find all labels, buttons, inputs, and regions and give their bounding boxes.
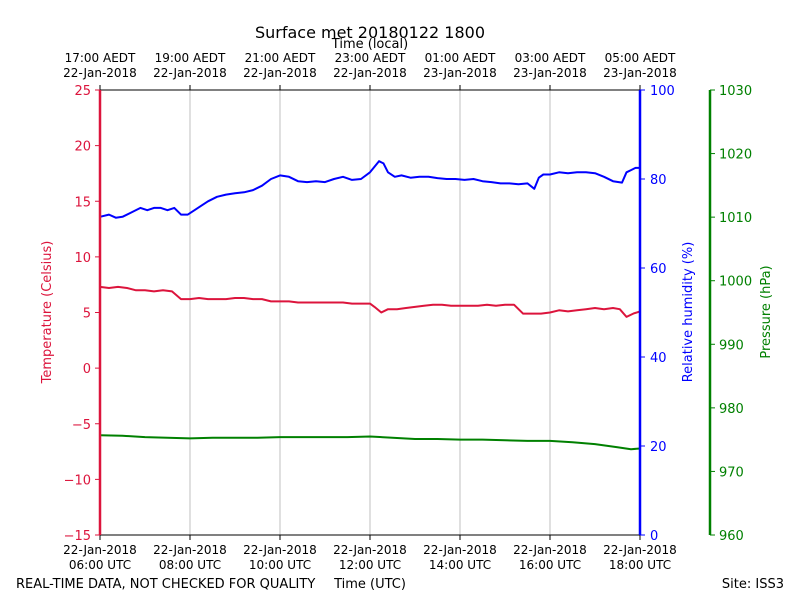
temperature-tick-label: −15	[64, 529, 91, 544]
top-tick-label-time: 05:00 AEDT	[605, 51, 676, 65]
top-tick-label-time: 19:00 AEDT	[155, 51, 226, 65]
series-group	[99, 160, 641, 451]
pressure-axis-label: Pressure (hPa)	[759, 265, 774, 358]
x-tick-label-date: 22-Jan-2018	[243, 543, 317, 557]
top-tick-label-time: 17:00 AEDT	[65, 51, 136, 65]
top-tick-label-time: 21:00 AEDT	[245, 51, 316, 65]
pressure-tick-label: 970	[719, 465, 744, 480]
temperature-tick-label: −5	[72, 418, 91, 433]
humidity-tick-label: 100	[650, 84, 675, 99]
humidity-axis-label: Relative humidity (%)	[681, 242, 696, 383]
chart-title: Surface met 20180122 1800	[255, 23, 485, 42]
top-tick-label-date: 23-Jan-2018	[603, 66, 677, 80]
humidity-tick-label: 40	[650, 351, 667, 366]
top-tick-label-date: 22-Jan-2018	[153, 66, 227, 80]
pressure-tick-label: 980	[719, 402, 744, 417]
x-tick-label-date: 22-Jan-2018	[153, 543, 227, 557]
pressure-tick-label: 1020	[719, 148, 752, 163]
humidity-tick-label: 80	[650, 173, 667, 188]
top-tick-label-date: 23-Jan-2018	[423, 66, 497, 80]
x-axis-label: Time (UTC)	[333, 577, 406, 592]
x-tick-label-date: 22-Jan-2018	[63, 543, 137, 557]
site-label: Site: ISS3	[722, 577, 784, 592]
x-tick-label-time: 10:00 UTC	[249, 558, 311, 572]
pressure-tick-label: 1010	[719, 211, 752, 226]
temperature-tick-label: 25	[74, 84, 91, 99]
humidity-tick-label: 60	[650, 262, 667, 277]
x-tick-label-time: 12:00 UTC	[339, 558, 401, 572]
top-tick-label-time: 03:00 AEDT	[515, 51, 586, 65]
x-tick-label-time: 18:00 UTC	[609, 558, 671, 572]
quality-disclaimer: REAL-TIME DATA, NOT CHECKED FOR QUALITY	[16, 577, 315, 592]
pressure-tick-label: 990	[719, 338, 744, 353]
x-tick-label-date: 22-Jan-2018	[513, 543, 587, 557]
top-tick-label-date: 22-Jan-2018	[333, 66, 407, 80]
pressure-tick-label: 1000	[719, 275, 752, 290]
x-tick-label-date: 22-Jan-2018	[423, 543, 497, 557]
temperature-tick-label: 5	[83, 307, 91, 322]
x-tick-label-time: 16:00 UTC	[519, 558, 581, 572]
top-tick-label-date: 22-Jan-2018	[63, 66, 137, 80]
pressure-tick-label: 1030	[719, 84, 752, 99]
temperature-tick-label: 15	[74, 195, 91, 210]
top-tick-label-time: 23:00 AEDT	[335, 51, 406, 65]
humidity-tick-label: 20	[650, 440, 667, 455]
temperature-tick-label: 20	[74, 140, 91, 155]
x-tick-label-date: 22-Jan-2018	[603, 543, 677, 557]
temperature-axis-label: Temperature (Celsius)	[40, 241, 55, 385]
top-tick-label-date: 22-Jan-2018	[243, 66, 317, 80]
x-tick-label-time: 06:00 UTC	[69, 558, 131, 572]
temperature-series-line	[99, 285, 641, 318]
humidity-series-line	[99, 160, 640, 219]
temperature-tick-label: 0	[83, 362, 91, 377]
top-tick-label-time: 01:00 AEDT	[425, 51, 496, 65]
temperature-tick-label: −10	[64, 473, 91, 488]
humidity-tick-label: 0	[650, 529, 658, 544]
x-tick-label-time: 14:00 UTC	[429, 558, 491, 572]
top-axis-label: Time (local)	[331, 37, 408, 52]
pressure-series-line	[99, 434, 641, 451]
x-tick-label-time: 08:00 UTC	[159, 558, 221, 572]
pressure-tick-label: 960	[719, 529, 744, 544]
top-tick-label-date: 23-Jan-2018	[513, 66, 587, 80]
vertical-gridlines	[189, 90, 551, 535]
x-tick-label-date: 22-Jan-2018	[333, 543, 407, 557]
temperature-tick-label: 10	[74, 251, 91, 266]
